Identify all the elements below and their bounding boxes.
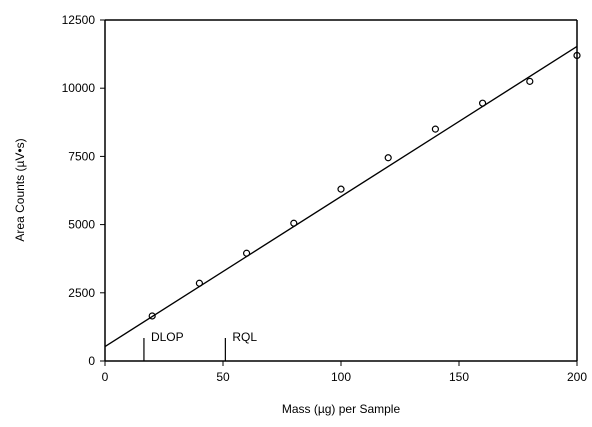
- x-tick-label: 200: [567, 370, 587, 384]
- y-tick-label: 7500: [68, 149, 95, 163]
- x-tick-label: 0: [102, 370, 109, 384]
- data-points: [148, 51, 581, 320]
- y-axis-label: Area Counts (µV•s): [13, 138, 27, 241]
- annotation-label: RQL: [232, 330, 257, 344]
- annotations: DLOP RQL: [143, 330, 257, 361]
- y-tick-label: 0: [88, 354, 95, 368]
- x-tick-label: 100: [331, 370, 351, 384]
- x-tick-label: 150: [449, 370, 469, 384]
- y-tick-label: 5000: [68, 218, 95, 232]
- x-tick-label: 50: [216, 370, 230, 384]
- data-point: [243, 249, 251, 257]
- y-tick-label: 10000: [62, 81, 96, 95]
- y-tick-label: 12500: [62, 13, 96, 27]
- y-tick-label: 2500: [68, 286, 95, 300]
- annotation-label: DLOP: [151, 330, 184, 344]
- data-point: [479, 99, 487, 107]
- data-point: [526, 77, 534, 85]
- axes: 0 50 100 150 200 0 2500 5000 7500 10000 12500: [62, 13, 588, 384]
- fit-line: [104, 45, 578, 348]
- data-point: [337, 185, 345, 193]
- data-point: [290, 219, 298, 227]
- data-point: [148, 312, 156, 320]
- x-axis-label: Mass (µg) per Sample: [282, 402, 401, 416]
- data-point: [384, 154, 392, 162]
- data-point: [573, 51, 581, 60]
- fit-line-layer: [104, 45, 578, 348]
- data-point: [195, 279, 203, 287]
- data-point: [431, 125, 439, 133]
